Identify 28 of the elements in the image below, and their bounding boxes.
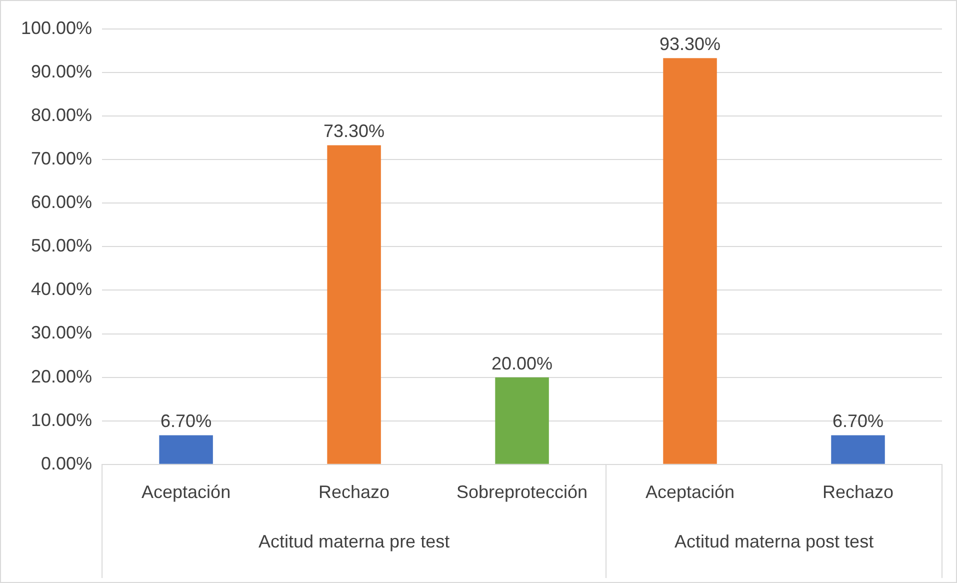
text: Actitud materna post test [674, 531, 874, 552]
y-tick-label: 50.00% [30, 236, 92, 256]
data-label: 6.70% [832, 411, 884, 432]
y-tick-label: 10.00% [30, 410, 92, 430]
x-tick-label: Rechazo [822, 482, 894, 502]
y-tick-label: 20.00% [30, 366, 92, 386]
y-tick-label: 90.00% [30, 62, 92, 82]
data-label: 93.30% [659, 34, 721, 54]
data-label: 20.00% [492, 353, 553, 374]
y-tick-label: 80.00% [30, 105, 92, 126]
y-tick-label: 60.00% [30, 192, 92, 212]
y-tick-label: 70.00% [30, 148, 92, 169]
data-label: 6.70% [160, 411, 212, 432]
y-tick-label: 40.00% [30, 279, 92, 300]
y-tick-label: 30.00% [30, 322, 92, 343]
bar [159, 435, 213, 464]
x-tick-label: Aceptación [645, 482, 735, 502]
text: Actitud materna pre test [258, 531, 450, 552]
bar [327, 145, 381, 464]
bar [495, 377, 549, 464]
bar [831, 435, 885, 464]
data-label: 73.30% [324, 121, 385, 142]
x-tick-label: Aceptación [142, 482, 231, 502]
y-tick-label: 0.00% [41, 453, 92, 474]
bar [663, 58, 717, 464]
x-tick-label: Rechazo [318, 482, 390, 502]
x-tick-label: Sobreprotección [456, 482, 588, 502]
y-tick-label: 100.00% [20, 18, 92, 38]
